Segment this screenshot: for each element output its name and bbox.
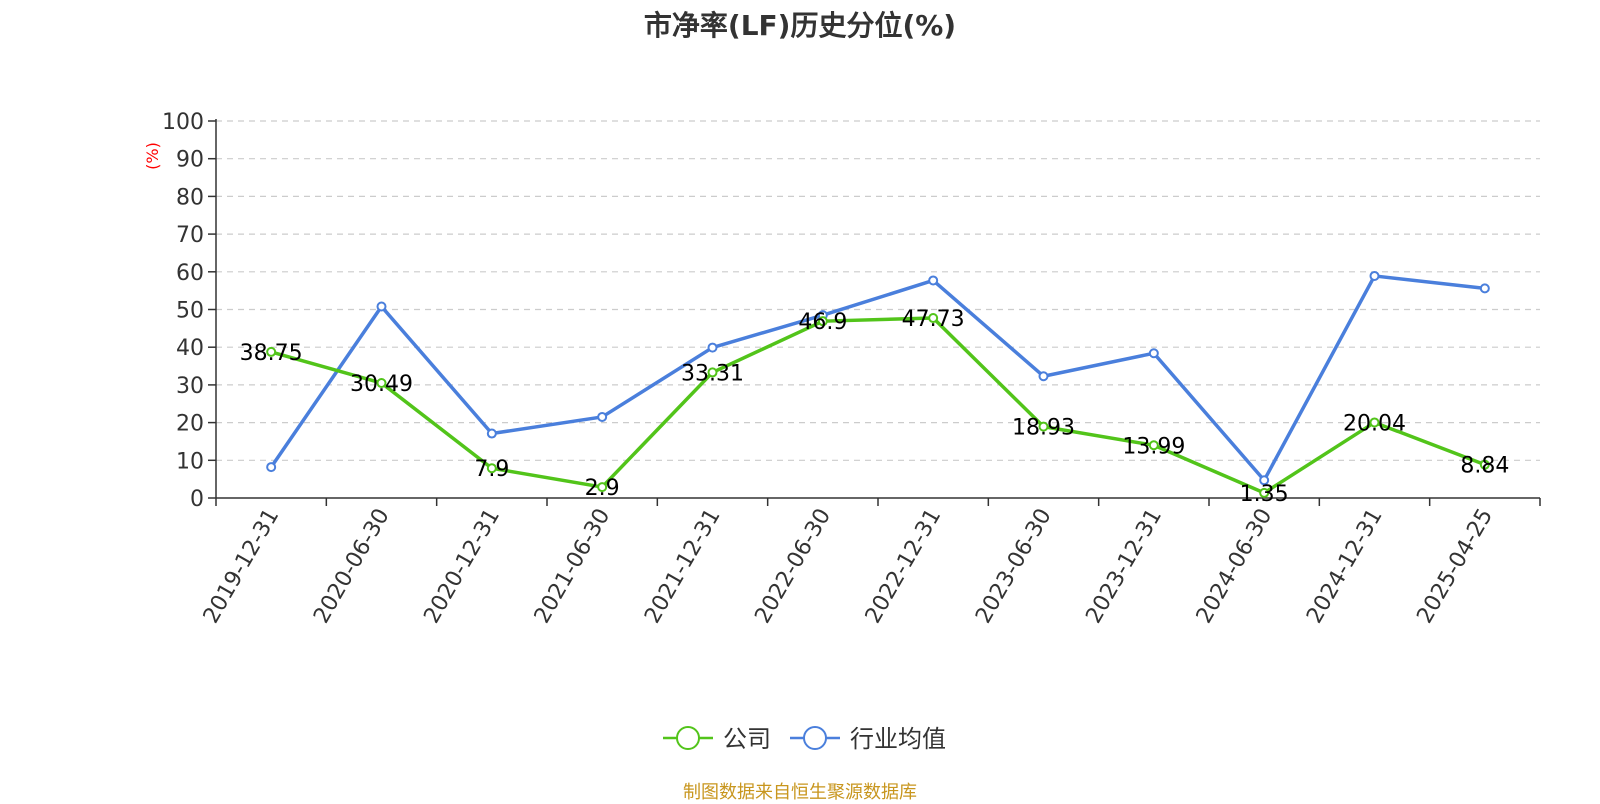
data-point-company: [597, 482, 608, 493]
data-label: 30.49: [350, 372, 413, 397]
grid-lines: [216, 120, 1540, 461]
data-point-industry-average: [376, 301, 387, 312]
data-point-industry-average: [266, 462, 277, 473]
legend-marker: [803, 726, 827, 750]
legend-item-industry-average: 行业均值: [790, 725, 946, 753]
data-label: 7.9: [474, 457, 509, 482]
y-tick-label: 70: [176, 223, 204, 248]
x-tick-label: 2025-04-25: [1412, 505, 1498, 628]
y-tick-label: 90: [176, 148, 204, 173]
y-tick-label: 80: [176, 185, 204, 210]
data-point-company: [707, 367, 718, 378]
axes: 0 10 20 30 40 50 60 70 80 90 100 2019-12-31 2020-06-…: [162, 110, 1541, 628]
y-tick-label: 10: [176, 449, 204, 474]
data-label: 33.31: [681, 361, 744, 386]
data-label: 18.93: [1012, 416, 1075, 441]
data-point-industry-average: [1148, 348, 1159, 359]
series-industry-average: [266, 270, 1490, 486]
data-point-industry-average: [1038, 371, 1049, 382]
data-point-company: [376, 378, 387, 389]
data-point-company: [486, 463, 497, 474]
data-label: 1.35: [1240, 482, 1289, 507]
data-point-industry-average: [486, 428, 497, 439]
x-tick-label: 2021-06-30: [530, 505, 616, 628]
data-point-company: [817, 316, 828, 327]
legend: 公司 行业均值: [663, 725, 946, 753]
data-point-industry-average: [707, 342, 718, 353]
x-tick-label: 2022-12-31: [861, 505, 947, 628]
data-point-company: [1259, 487, 1270, 498]
data-label: 38.75: [240, 341, 303, 366]
y-axis-title: (%): [143, 142, 162, 170]
chart-title: 市净率(LF)历史分位(%): [643, 9, 957, 42]
data-label: 46.9: [798, 310, 847, 335]
legend-label: 行业均值: [850, 725, 946, 753]
y-tick-label: 30: [176, 374, 204, 399]
legend-marker: [676, 726, 700, 750]
data-point-industry-average: [928, 275, 939, 286]
data-point-company: [1369, 417, 1380, 428]
x-tick-label: 2021-12-31: [640, 505, 726, 628]
data-point-company: [1038, 421, 1049, 432]
data-label: 8.84: [1460, 454, 1509, 479]
y-tick-label: 50: [176, 299, 204, 324]
data-point-industry-average: [1369, 270, 1380, 281]
data-point-industry-average: [597, 411, 608, 422]
data-label: 2.9: [585, 476, 620, 501]
data-point-company: [928, 313, 939, 324]
series-company: [266, 313, 1490, 498]
series-line-industry-average: [269, 274, 1486, 483]
data-point-company: [266, 346, 277, 357]
x-tick-label: 2020-12-31: [419, 505, 505, 628]
x-tick-label: 2024-12-31: [1302, 505, 1388, 628]
data-point-company: [1479, 459, 1490, 470]
series-layer: [266, 270, 1490, 498]
legend-item-company: 公司: [663, 725, 771, 753]
data-label: 47.73: [902, 307, 965, 332]
series-line-company: [270, 316, 1486, 495]
y-tick-label: 20: [176, 412, 204, 437]
legend-label: 公司: [723, 725, 771, 753]
data-label: 13.99: [1122, 434, 1185, 459]
x-tick-label: 2023-12-31: [1081, 505, 1167, 628]
data-label: 20.04: [1343, 411, 1406, 436]
data-point-industry-average: [1259, 475, 1270, 486]
data-point-company: [1148, 440, 1159, 451]
x-tick-label: 2020-06-30: [309, 505, 395, 628]
y-tick-label: 100: [162, 110, 204, 135]
y-tick-label: 40: [176, 336, 204, 361]
data-source-footer: 制图数据来自恒生聚源数据库: [683, 782, 917, 803]
x-tick-label: 2022-06-30: [750, 505, 836, 628]
y-tick-label: 60: [176, 261, 204, 286]
y-tick-label: 0: [190, 487, 204, 512]
x-tick-label: 2024-06-30: [1192, 505, 1278, 628]
x-tick-label: 2023-06-30: [971, 505, 1057, 628]
data-labels: 38.75 30.49 7.9 2.9 33.31 46.9 47.73 18.93 13.99…: [240, 307, 1510, 507]
x-tick-label: 2019-12-31: [199, 505, 285, 628]
data-point-industry-average: [1479, 283, 1490, 294]
